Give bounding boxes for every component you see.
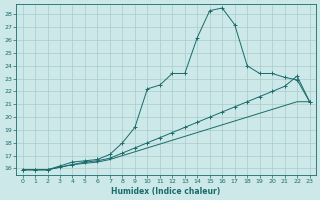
X-axis label: Humidex (Indice chaleur): Humidex (Indice chaleur): [111, 187, 221, 196]
